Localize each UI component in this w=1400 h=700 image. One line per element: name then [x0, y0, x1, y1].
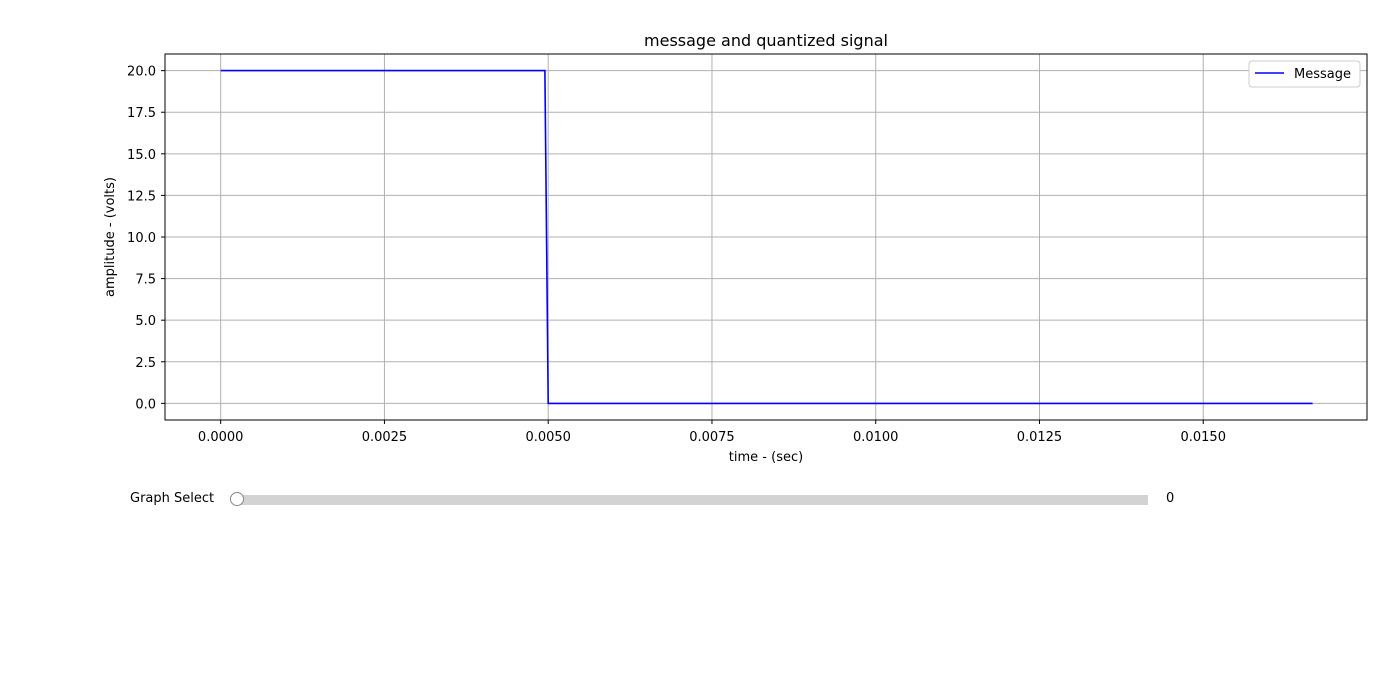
- y-axis: 0.0 2.5 5.0 7.5 10.0 12.5 15.0 17.5 20.0: [127, 65, 165, 412]
- chart-title: message and quantized signal: [644, 31, 888, 50]
- legend: Message: [1248, 60, 1361, 88]
- y-tick-label: 10.0: [127, 231, 156, 246]
- series-line-message: [220, 69, 1313, 405]
- graph-select-label: Graph Select: [130, 491, 215, 506]
- y-tick-label: 7.5: [135, 273, 156, 288]
- y-tick-label: 5.0: [135, 314, 156, 329]
- y-tick-label: 17.5: [127, 106, 156, 121]
- y-tick-label: 2.5: [135, 356, 156, 371]
- legend-label-message: Message: [1294, 67, 1351, 82]
- x-tick-label: 0.0000: [198, 430, 244, 445]
- x-axis-label: time - (sec): [729, 450, 803, 465]
- x-tick-label: 0.0050: [525, 430, 571, 445]
- x-tick-label: 0.0025: [362, 430, 408, 445]
- x-axis: 0.0000 0.0025 0.0050 0.0075 0.0100 0.0125 0.01…: [198, 420, 1226, 445]
- graph-select-value: 0: [1166, 491, 1175, 506]
- legend-box: [1248, 60, 1361, 88]
- y-tick-label: 0.0: [135, 397, 156, 412]
- x-tick-label: 0.0150: [1180, 430, 1226, 445]
- series-layer: [220, 69, 1313, 405]
- x-tick-label: 0.0100: [853, 430, 899, 445]
- y-tick-label: 12.5: [127, 189, 156, 204]
- y-axis-label: amplitude - (volts): [103, 177, 118, 297]
- x-tick-label: 0.0075: [689, 430, 735, 445]
- y-tick-label: 15.0: [127, 148, 156, 163]
- graph-select-slider-handle[interactable]: [230, 492, 244, 506]
- y-tick-label: 20.0: [127, 65, 156, 80]
- grid-lines: [165, 54, 1367, 420]
- graph-select-slider-track[interactable]: [238, 495, 1148, 505]
- x-tick-label: 0.0125: [1017, 430, 1063, 445]
